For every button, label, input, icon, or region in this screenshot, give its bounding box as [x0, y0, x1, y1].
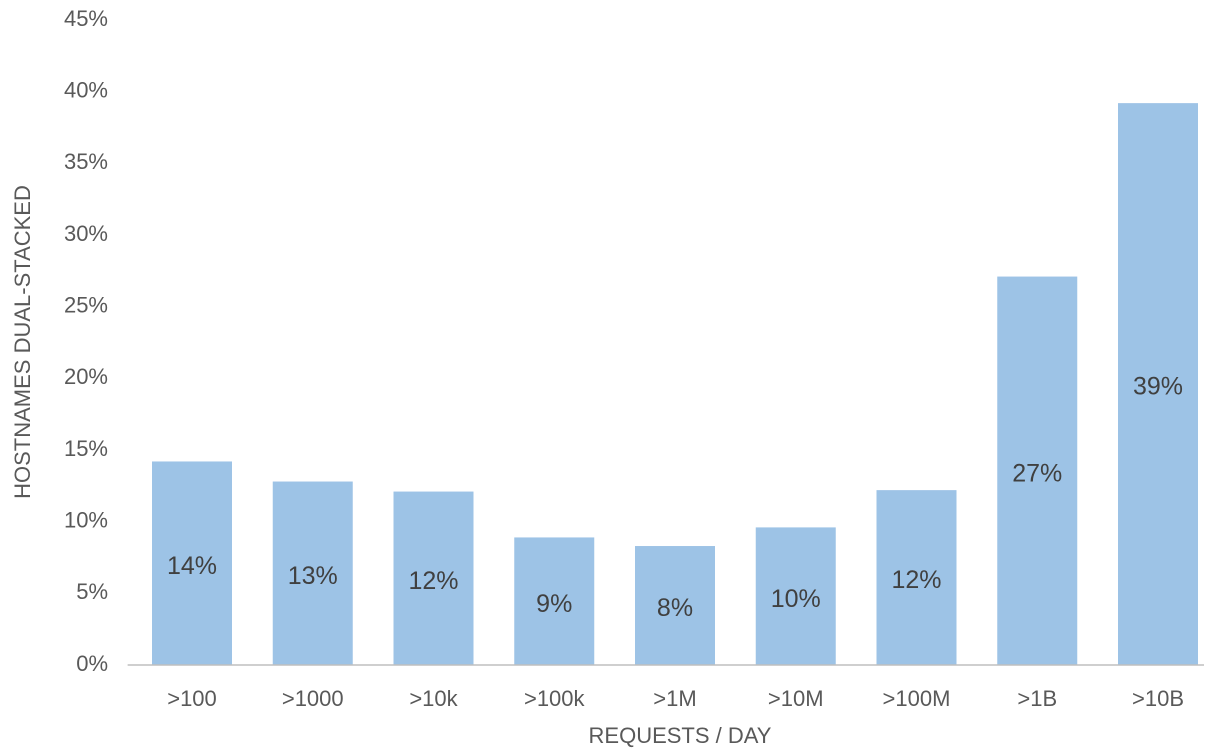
y-tick-label: 10% [64, 507, 108, 532]
bar [997, 276, 1078, 665]
x-tick-label: >1000 [282, 686, 344, 711]
bar [272, 481, 353, 665]
x-tick-label: >100 [167, 686, 217, 711]
y-tick-label: 25% [64, 292, 108, 317]
x-tick-label: >1B [1017, 686, 1057, 711]
x-tick-label: >1M [653, 686, 696, 711]
bar [393, 491, 474, 665]
y-tick-label: 20% [64, 364, 108, 389]
x-tick-label: >10k [409, 686, 458, 711]
bar [514, 537, 595, 665]
value-label: 9% [536, 590, 572, 618]
bar [635, 546, 715, 665]
y-tick-label: 45% [64, 6, 108, 31]
value-label: 27% [1012, 459, 1062, 487]
value-label: 13% [288, 562, 338, 590]
value-label: 10% [771, 585, 821, 613]
bar [1118, 103, 1198, 666]
x-tick-label: >10B [1132, 686, 1184, 711]
y-tick-label: 5% [76, 579, 108, 604]
value-label: 12% [408, 567, 458, 595]
value-label: 8% [657, 594, 693, 622]
value-label: 39% [1133, 373, 1183, 401]
bar [152, 461, 232, 665]
x-tick-label: >10M [768, 686, 824, 711]
bar [755, 527, 836, 665]
x-tick-label: >100k [524, 686, 586, 711]
bar [876, 490, 957, 665]
y-tick-label: 15% [64, 436, 108, 461]
y-tick-label: 35% [64, 149, 108, 174]
y-tick-label: 30% [64, 221, 108, 246]
x-tick-label: >100M [883, 686, 951, 711]
y-tick-label: 40% [64, 77, 108, 102]
y-tick-label: 0% [76, 651, 108, 676]
y-axis-title: HOSTNAMES DUAL-STACKED [10, 185, 35, 499]
x-axis-title: REQUESTS / DAY [589, 723, 772, 748]
value-label: 14% [167, 552, 217, 580]
value-label: 12% [891, 566, 941, 594]
